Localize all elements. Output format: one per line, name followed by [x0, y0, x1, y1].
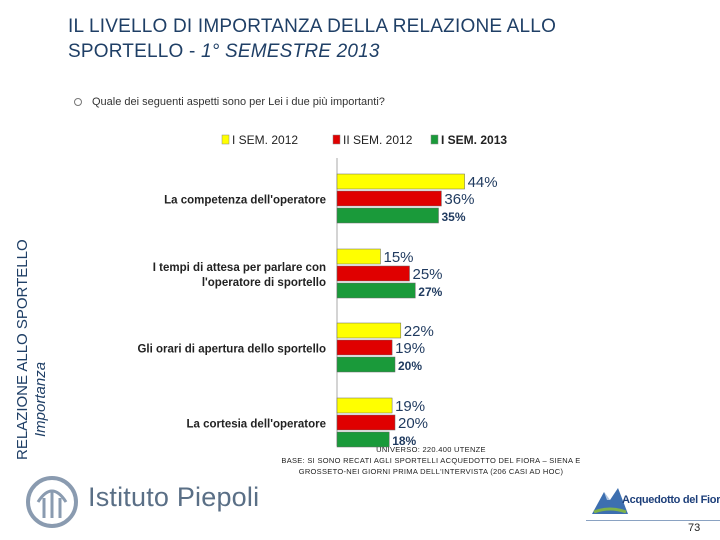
istituto-piepoli-logo: Istituto Piepoli — [22, 472, 272, 532]
legend-swatch — [221, 134, 230, 145]
sample-note: UNIVERSO: 220.400 UTENZE BASE: SI SONO R… — [266, 444, 596, 477]
data-label: 35% — [442, 210, 466, 224]
bar — [336, 248, 381, 265]
slide-title-line2-italic: 1° SEMESTRE 2013 — [200, 41, 380, 62]
bar — [336, 356, 396, 373]
sample-note-line1: UNIVERSO: 220.400 UTENZE — [376, 445, 486, 454]
data-label: 25% — [413, 266, 443, 283]
data-label: 20% — [398, 359, 422, 373]
slide-title-line2: SPORTELLO - 1° SEMESTRE 2013 — [68, 39, 688, 64]
bar — [336, 414, 396, 431]
bar — [336, 322, 402, 339]
data-label: 27% — [418, 285, 442, 299]
bar — [336, 282, 416, 299]
data-label: 20% — [398, 415, 428, 432]
acquedotto-logo-text: Acquedotto del Fiora — [622, 494, 720, 506]
survey-question-text: Quale dei seguenti aspetti sono per Lei … — [92, 96, 385, 108]
bar — [336, 431, 390, 448]
legend-swatch — [430, 134, 439, 145]
bullet-icon — [74, 98, 82, 107]
data-label: 36% — [444, 191, 474, 208]
slide-title: IL LIVELLO DI IMPORTANZA DELLA RELAZIONE… — [68, 14, 688, 64]
category-label: I tempi di attesa per parlare con — [153, 262, 326, 274]
bar — [336, 339, 393, 356]
piepoli-emblem-icon — [26, 476, 78, 528]
category-label: La cortesia dell'operatore — [186, 419, 326, 431]
bar — [336, 207, 439, 224]
data-label: 18% — [392, 434, 416, 448]
slide-title-line1: IL LIVELLO DI IMPORTANZA DELLA RELAZIONE… — [68, 16, 557, 37]
sample-note-line3: GROSSETO-NEI GIORNI PRIMA DELL'INTERVIST… — [298, 467, 564, 476]
data-label: 15% — [384, 249, 414, 266]
category-label: l'operatore di sportello — [202, 277, 326, 289]
legend-label: II SEM. 2012 — [343, 133, 413, 147]
acquedotto-logo: Acquedotto del Fiora — [590, 482, 720, 522]
footer-divider — [586, 520, 720, 521]
data-label: 22% — [404, 323, 434, 340]
data-label: 19% — [395, 340, 425, 357]
bar — [336, 173, 465, 190]
piepoli-logo-text: Istituto Piepoli — [88, 482, 260, 512]
category-label: La competenza dell'operatore — [164, 195, 326, 207]
survey-question: Quale dei seguenti aspetti sono per Lei … — [74, 96, 385, 108]
legend-label: I SEM. 2013 — [441, 133, 507, 147]
data-label: 44% — [468, 174, 498, 191]
mountain-icon — [592, 488, 628, 514]
category-label: Gli orari di apertura dello sportello — [137, 344, 326, 356]
legend-swatch — [332, 134, 341, 145]
slide-title-line2-prefix: SPORTELLO - — [68, 41, 201, 62]
sample-note-line2: BASE: SI SONO RECATI AGLI SPORTELLI ACQU… — [281, 456, 581, 465]
bar — [336, 265, 410, 282]
legend-label: I SEM. 2012 — [232, 133, 298, 147]
bar — [336, 190, 442, 207]
data-label: 19% — [395, 398, 425, 415]
page-number: 73 — [688, 522, 701, 534]
bar — [336, 397, 393, 414]
